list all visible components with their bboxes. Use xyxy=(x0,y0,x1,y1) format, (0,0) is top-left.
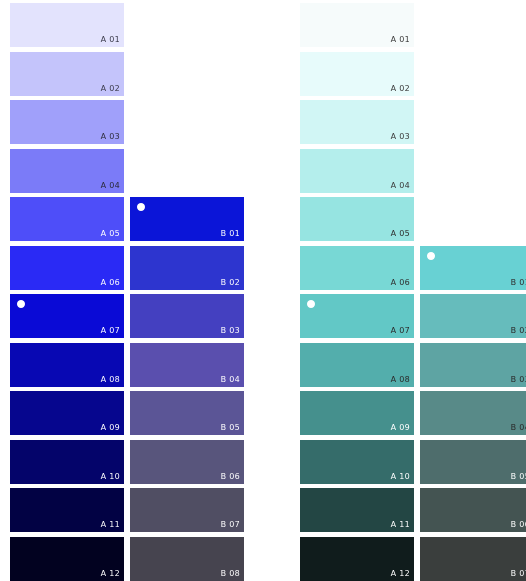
color-swatch[interactable]: B 03 xyxy=(130,294,244,338)
color-swatch[interactable]: A 04 xyxy=(10,148,124,193)
swatch-label: A 11 xyxy=(390,520,410,529)
swatch-label: A 11 xyxy=(100,520,120,529)
color-swatch[interactable]: B 01 xyxy=(130,197,244,241)
color-swatch[interactable]: B 02 xyxy=(130,245,244,290)
color-swatch[interactable]: B 05 xyxy=(130,391,244,435)
swatch-label: A 07 xyxy=(390,326,410,335)
swatch-label: A 09 xyxy=(100,423,120,432)
color-swatch[interactable]: A 10 xyxy=(300,439,414,484)
swatch-label: A 12 xyxy=(100,568,120,578)
color-swatch[interactable]: A 12 xyxy=(10,536,124,581)
swatch-label: A 12 xyxy=(390,568,410,578)
swatch-label: A 06 xyxy=(100,277,120,287)
color-swatch[interactable]: B 04 xyxy=(420,391,526,435)
swatch-label: B 03 xyxy=(510,374,526,384)
color-swatch[interactable]: A 08 xyxy=(300,342,414,387)
selected-marker-icon xyxy=(427,251,435,260)
color-swatch[interactable]: A 09 xyxy=(10,391,124,435)
color-swatch[interactable]: A 06 xyxy=(10,245,124,290)
swatch-label: A 02 xyxy=(100,83,120,93)
color-swatch[interactable]: A 02 xyxy=(10,51,124,96)
color-swatch[interactable]: A 03 xyxy=(300,100,414,144)
swatch-label: A 03 xyxy=(390,132,410,141)
color-swatch[interactable]: B 02 xyxy=(420,294,526,338)
swatch-label: B 06 xyxy=(220,471,240,481)
swatch-label: A 01 xyxy=(390,35,410,44)
color-swatch[interactable]: A 05 xyxy=(10,197,124,241)
swatch-label: B 05 xyxy=(510,471,526,481)
swatch-label: B 04 xyxy=(220,374,240,384)
swatch-label: B 01 xyxy=(510,277,526,287)
swatch-label: A 07 xyxy=(100,326,120,335)
swatch-label: B 07 xyxy=(220,520,240,529)
color-swatch[interactable]: B 06 xyxy=(420,488,526,532)
color-swatch[interactable]: A 11 xyxy=(300,488,414,532)
color-swatch[interactable]: B 05 xyxy=(420,439,526,484)
swatch-label: B 06 xyxy=(510,520,526,529)
swatch-label: B 05 xyxy=(220,423,240,432)
color-swatch[interactable]: A 05 xyxy=(300,197,414,241)
selected-marker-icon xyxy=(307,300,315,308)
swatch-label: A 02 xyxy=(390,83,410,93)
swatch-label: A 10 xyxy=(100,471,120,481)
color-swatch[interactable]: B 03 xyxy=(420,342,526,387)
swatch-label: A 06 xyxy=(390,277,410,287)
swatch-label: B 01 xyxy=(220,229,240,238)
color-swatch[interactable]: B 06 xyxy=(130,439,244,484)
color-swatch[interactable]: A 03 xyxy=(10,100,124,144)
color-swatch[interactable]: A 04 xyxy=(300,148,414,193)
swatch-label: A 01 xyxy=(100,35,120,44)
color-swatch[interactable]: A 06 xyxy=(300,245,414,290)
color-swatch[interactable]: B 04 xyxy=(130,342,244,387)
swatch-label: A 04 xyxy=(100,180,120,190)
swatch-label: B 04 xyxy=(510,423,526,432)
swatch-label: B 08 xyxy=(220,568,240,578)
swatch-label: B 02 xyxy=(220,277,240,287)
selected-marker-icon xyxy=(137,203,145,211)
color-swatch[interactable]: A 01 xyxy=(300,3,414,47)
swatch-label: A 08 xyxy=(390,374,410,384)
swatch-label: A 05 xyxy=(100,229,120,238)
selected-marker-icon xyxy=(17,300,25,308)
color-swatch[interactable]: A 07 xyxy=(300,294,414,338)
color-swatch[interactable]: B 07 xyxy=(420,536,526,581)
color-swatch[interactable]: B 07 xyxy=(130,488,244,532)
swatch-label: B 02 xyxy=(510,326,526,335)
swatch-label: A 08 xyxy=(100,374,120,384)
swatch-label: B 07 xyxy=(510,568,526,578)
swatch-label: A 05 xyxy=(390,229,410,238)
color-swatch[interactable]: A 08 xyxy=(10,342,124,387)
color-swatch[interactable]: A 01 xyxy=(10,3,124,47)
swatch-label: A 10 xyxy=(390,471,410,481)
color-swatch[interactable]: A 02 xyxy=(300,51,414,96)
color-swatch[interactable]: A 12 xyxy=(300,536,414,581)
swatch-label: A 09 xyxy=(390,423,410,432)
color-swatch[interactable]: A 07 xyxy=(10,294,124,338)
color-swatch[interactable]: A 09 xyxy=(300,391,414,435)
color-swatch[interactable]: A 10 xyxy=(10,439,124,484)
color-swatch[interactable]: B 08 xyxy=(130,536,244,581)
swatch-label: B 03 xyxy=(220,326,240,335)
color-swatch[interactable]: A 11 xyxy=(10,488,124,532)
swatch-label: A 04 xyxy=(390,180,410,190)
color-swatch[interactable]: B 01 xyxy=(420,245,526,290)
swatch-label: A 03 xyxy=(100,132,120,141)
